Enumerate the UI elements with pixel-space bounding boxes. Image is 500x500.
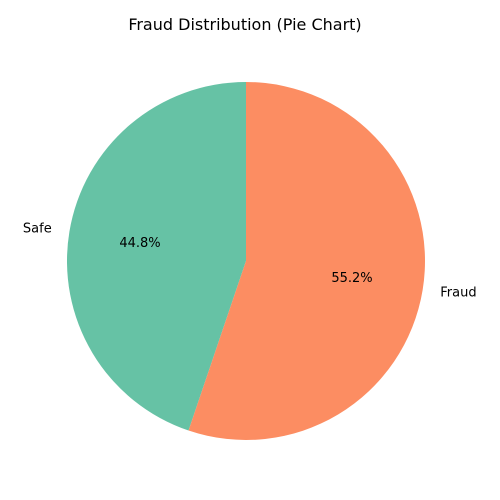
slice-label-fraud: Fraud xyxy=(440,286,476,301)
slice-percent-fraud: 55.2% xyxy=(331,271,372,286)
slice-percent-safe: 44.8% xyxy=(119,236,160,251)
chart-title: Fraud Distribution (Pie Chart) xyxy=(128,15,361,34)
pie-slices xyxy=(67,82,425,440)
slice-label-safe: Safe xyxy=(23,221,52,236)
